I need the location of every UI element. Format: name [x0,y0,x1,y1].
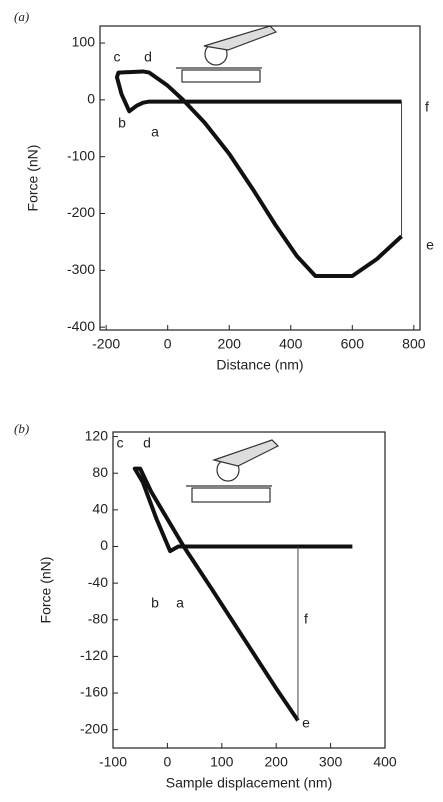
y-tick-label: -120 [80,647,108,663]
y-tick-label: -300 [67,261,95,277]
x-tick-label: 200 [218,336,242,352]
x-tick-label: 100 [210,754,234,770]
x-tick-label: 0 [164,336,172,352]
x-tick-label: 800 [402,336,426,352]
annotation: c [114,49,121,65]
x-tick-label: 400 [279,336,303,352]
annotation: c [117,435,124,451]
y-tick-label: -80 [88,610,108,626]
x-axis-label: Sample displacement (nm) [166,775,333,791]
annotation: d [144,49,152,65]
y-tick-label: 40 [92,501,108,517]
x-tick-label: 200 [265,754,289,770]
y-tick-label: 0 [100,537,108,553]
x-tick-label: -200 [92,336,120,352]
y-tick-label: 120 [85,427,109,443]
plot-frame [99,25,421,331]
y-tick-label: 100 [72,34,96,50]
annotation: f [425,99,429,115]
y-tick-label: -100 [67,147,95,163]
y-tick-label: -200 [80,720,108,736]
annotation: d [143,435,151,451]
annotation: b [118,115,126,131]
x-tick-label: 600 [341,336,365,352]
x-tick-label: 300 [319,754,343,770]
y-tick-label: -160 [80,684,108,700]
plot-frame [112,431,386,749]
inset-sketch-b [186,439,280,503]
annotation: e [426,237,434,253]
annotation: a [151,124,159,140]
annotation: a [176,595,184,611]
y-tick-label: 0 [87,91,95,107]
y-tick-label: -40 [88,574,108,590]
y-axis-label: Force (nN) [25,145,41,212]
data-line [132,466,353,722]
annotation: e [302,715,310,731]
x-tick-label: 400 [373,754,397,770]
data-line [114,69,403,279]
x-tick-label: 0 [164,754,172,770]
panel-label: (a) [14,9,29,24]
y-tick-label: -400 [67,318,95,334]
annotation: b [151,595,159,611]
y-tick-label: -200 [67,204,95,220]
panel-label: (b) [14,421,29,436]
annotation: f [304,611,308,627]
x-axis-label: Distance (nm) [216,357,303,373]
inset-sketch-a [176,25,278,83]
y-axis-label: Force (nN) [38,557,54,624]
x-tick-label: -100 [99,754,127,770]
y-tick-label: 80 [92,464,108,480]
